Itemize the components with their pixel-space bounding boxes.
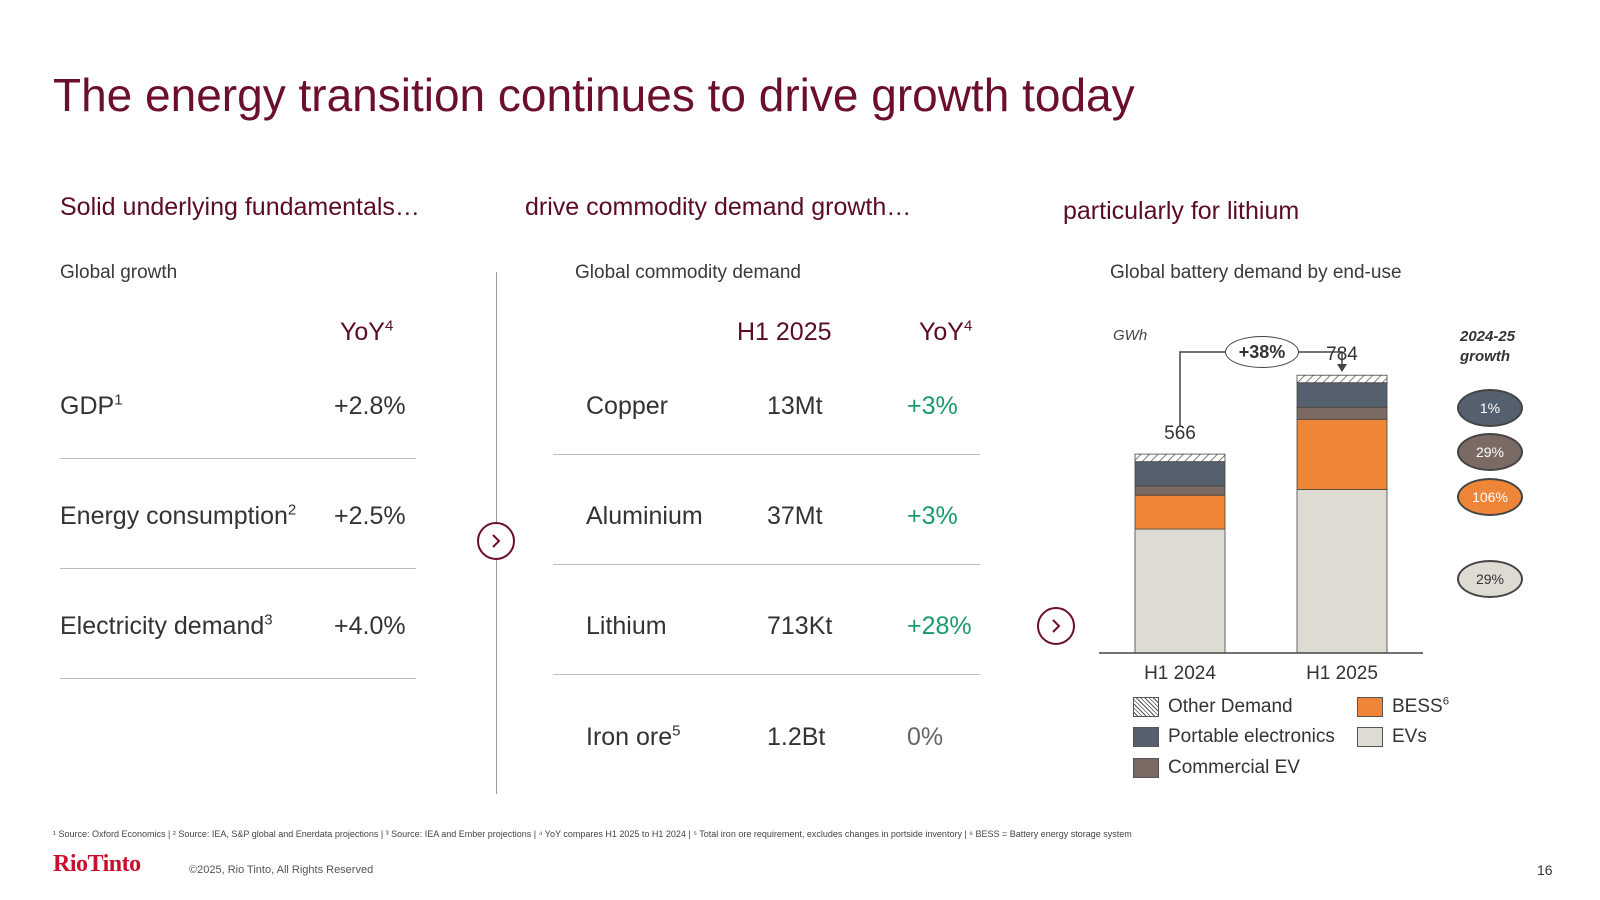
growth-row-value: +2.5% bbox=[334, 502, 406, 530]
commodity-row-yoy: 0% bbox=[907, 723, 944, 751]
growth-arrowhead bbox=[1337, 364, 1347, 372]
growth-row-value: +2.8% bbox=[334, 392, 406, 420]
growth-row-label: GDP1 bbox=[60, 391, 123, 420]
legend-swatch bbox=[1133, 697, 1159, 717]
growth-ellipse-commercial: 29% bbox=[1457, 433, 1523, 471]
chart-unit-label: GWh bbox=[1113, 327, 1148, 344]
chevron-right-icon bbox=[492, 534, 501, 548]
legend-swatch bbox=[1133, 727, 1159, 747]
commodity-demand-subtitle: Global commodity demand bbox=[575, 262, 801, 283]
commodity-row-label: Aluminium bbox=[586, 502, 703, 530]
chart-title: Global battery demand by end-use bbox=[1110, 262, 1402, 283]
bar-h1-2025-portable bbox=[1296, 382, 1388, 408]
section-heading-fundamentals: Solid underlying fundamentals… bbox=[60, 193, 420, 221]
bar-h1-2024-bess bbox=[1134, 494, 1226, 530]
legend-item-other: Other Demand bbox=[1133, 696, 1293, 718]
commodity-row-label: Copper bbox=[586, 392, 668, 420]
bar-total-label: 784 bbox=[1326, 344, 1358, 366]
bar-h1-2024-portable bbox=[1134, 461, 1226, 487]
growth-row-label: Energy consumption2 bbox=[60, 501, 297, 530]
battery-demand-chart bbox=[1099, 351, 1423, 654]
section-heading-lithium: particularly for lithium bbox=[1063, 197, 1300, 225]
growth-row-value: +4.0% bbox=[334, 612, 406, 640]
page-number: 16 bbox=[1537, 862, 1553, 878]
bar-h1-2025-bess bbox=[1296, 418, 1388, 490]
commodity-row-amount: 1.2Bt bbox=[767, 723, 826, 751]
bar-h1-2025-evs bbox=[1296, 489, 1388, 654]
row-divider bbox=[60, 568, 416, 569]
legend-swatch bbox=[1357, 697, 1383, 717]
legend-item-portable: Portable electronics bbox=[1133, 726, 1335, 748]
legend-item-bess: BESS6 bbox=[1357, 696, 1449, 718]
bar-h1-2025-other bbox=[1296, 374, 1388, 384]
riotinto-logo: RioTinto bbox=[53, 851, 141, 877]
bar-h1-2024-commercial bbox=[1134, 485, 1226, 496]
growth-header: 2024-25 growth bbox=[1460, 328, 1516, 365]
legend-swatch bbox=[1357, 727, 1383, 747]
row-divider bbox=[60, 458, 416, 459]
commodity-row-yoy: +3% bbox=[907, 502, 958, 530]
x-tick-label: H1 2025 bbox=[1306, 663, 1378, 684]
growth-ellipse-evs: 29% bbox=[1457, 560, 1523, 598]
legend-swatch bbox=[1133, 758, 1159, 778]
page-title: The energy transition continues to drive… bbox=[53, 69, 1135, 121]
row-divider bbox=[553, 674, 980, 675]
commodity-row-yoy: +28% bbox=[907, 612, 972, 640]
footnotes: ¹ Source: Oxford Economics | ² Source: I… bbox=[53, 829, 1132, 839]
bar-total-label: 566 bbox=[1164, 423, 1196, 445]
growth-badge: +38% bbox=[1225, 336, 1299, 368]
yoy-column-header: YoY4 bbox=[340, 317, 394, 346]
next-arrow-button-2[interactable] bbox=[1037, 607, 1075, 645]
bar-h1-2025-commercial bbox=[1296, 406, 1388, 420]
commodity-row-amount: 37Mt bbox=[767, 502, 823, 530]
legend-item-commercial: Commercial EV bbox=[1133, 757, 1300, 779]
bar-h1-2024-other bbox=[1134, 453, 1226, 462]
growth-row-label: Electricity demand3 bbox=[60, 611, 273, 640]
commodity-row-amount: 13Mt bbox=[767, 392, 823, 420]
legend-item-evs: EVs bbox=[1357, 726, 1427, 748]
global-growth-subtitle: Global growth bbox=[60, 262, 178, 283]
bar-h1-2024-evs bbox=[1134, 528, 1226, 654]
commodity-yoy-column-header: YoY4 bbox=[919, 317, 973, 346]
commodity-row-label: Iron ore5 bbox=[586, 722, 681, 751]
commodity-row-label: Lithium bbox=[586, 612, 667, 640]
commodity-row-amount: 713Kt bbox=[767, 612, 833, 640]
x-tick-label: H1 2024 bbox=[1144, 663, 1216, 684]
row-divider bbox=[553, 454, 980, 455]
row-divider bbox=[553, 564, 980, 565]
growth-ellipse-bess: 106% bbox=[1457, 478, 1523, 516]
next-arrow-button[interactable] bbox=[477, 522, 515, 560]
growth-ellipse-portable: 1% bbox=[1457, 389, 1523, 427]
row-divider bbox=[60, 678, 416, 679]
copyright: ©2025, Rio Tinto, All Rights Reserved bbox=[189, 864, 374, 876]
h1-2025-column-header: H1 2025 bbox=[737, 318, 832, 346]
section-heading-commodity: drive commodity demand growth… bbox=[525, 193, 912, 221]
commodity-row-yoy: +3% bbox=[907, 392, 958, 420]
chevron-right-icon bbox=[1052, 619, 1061, 633]
